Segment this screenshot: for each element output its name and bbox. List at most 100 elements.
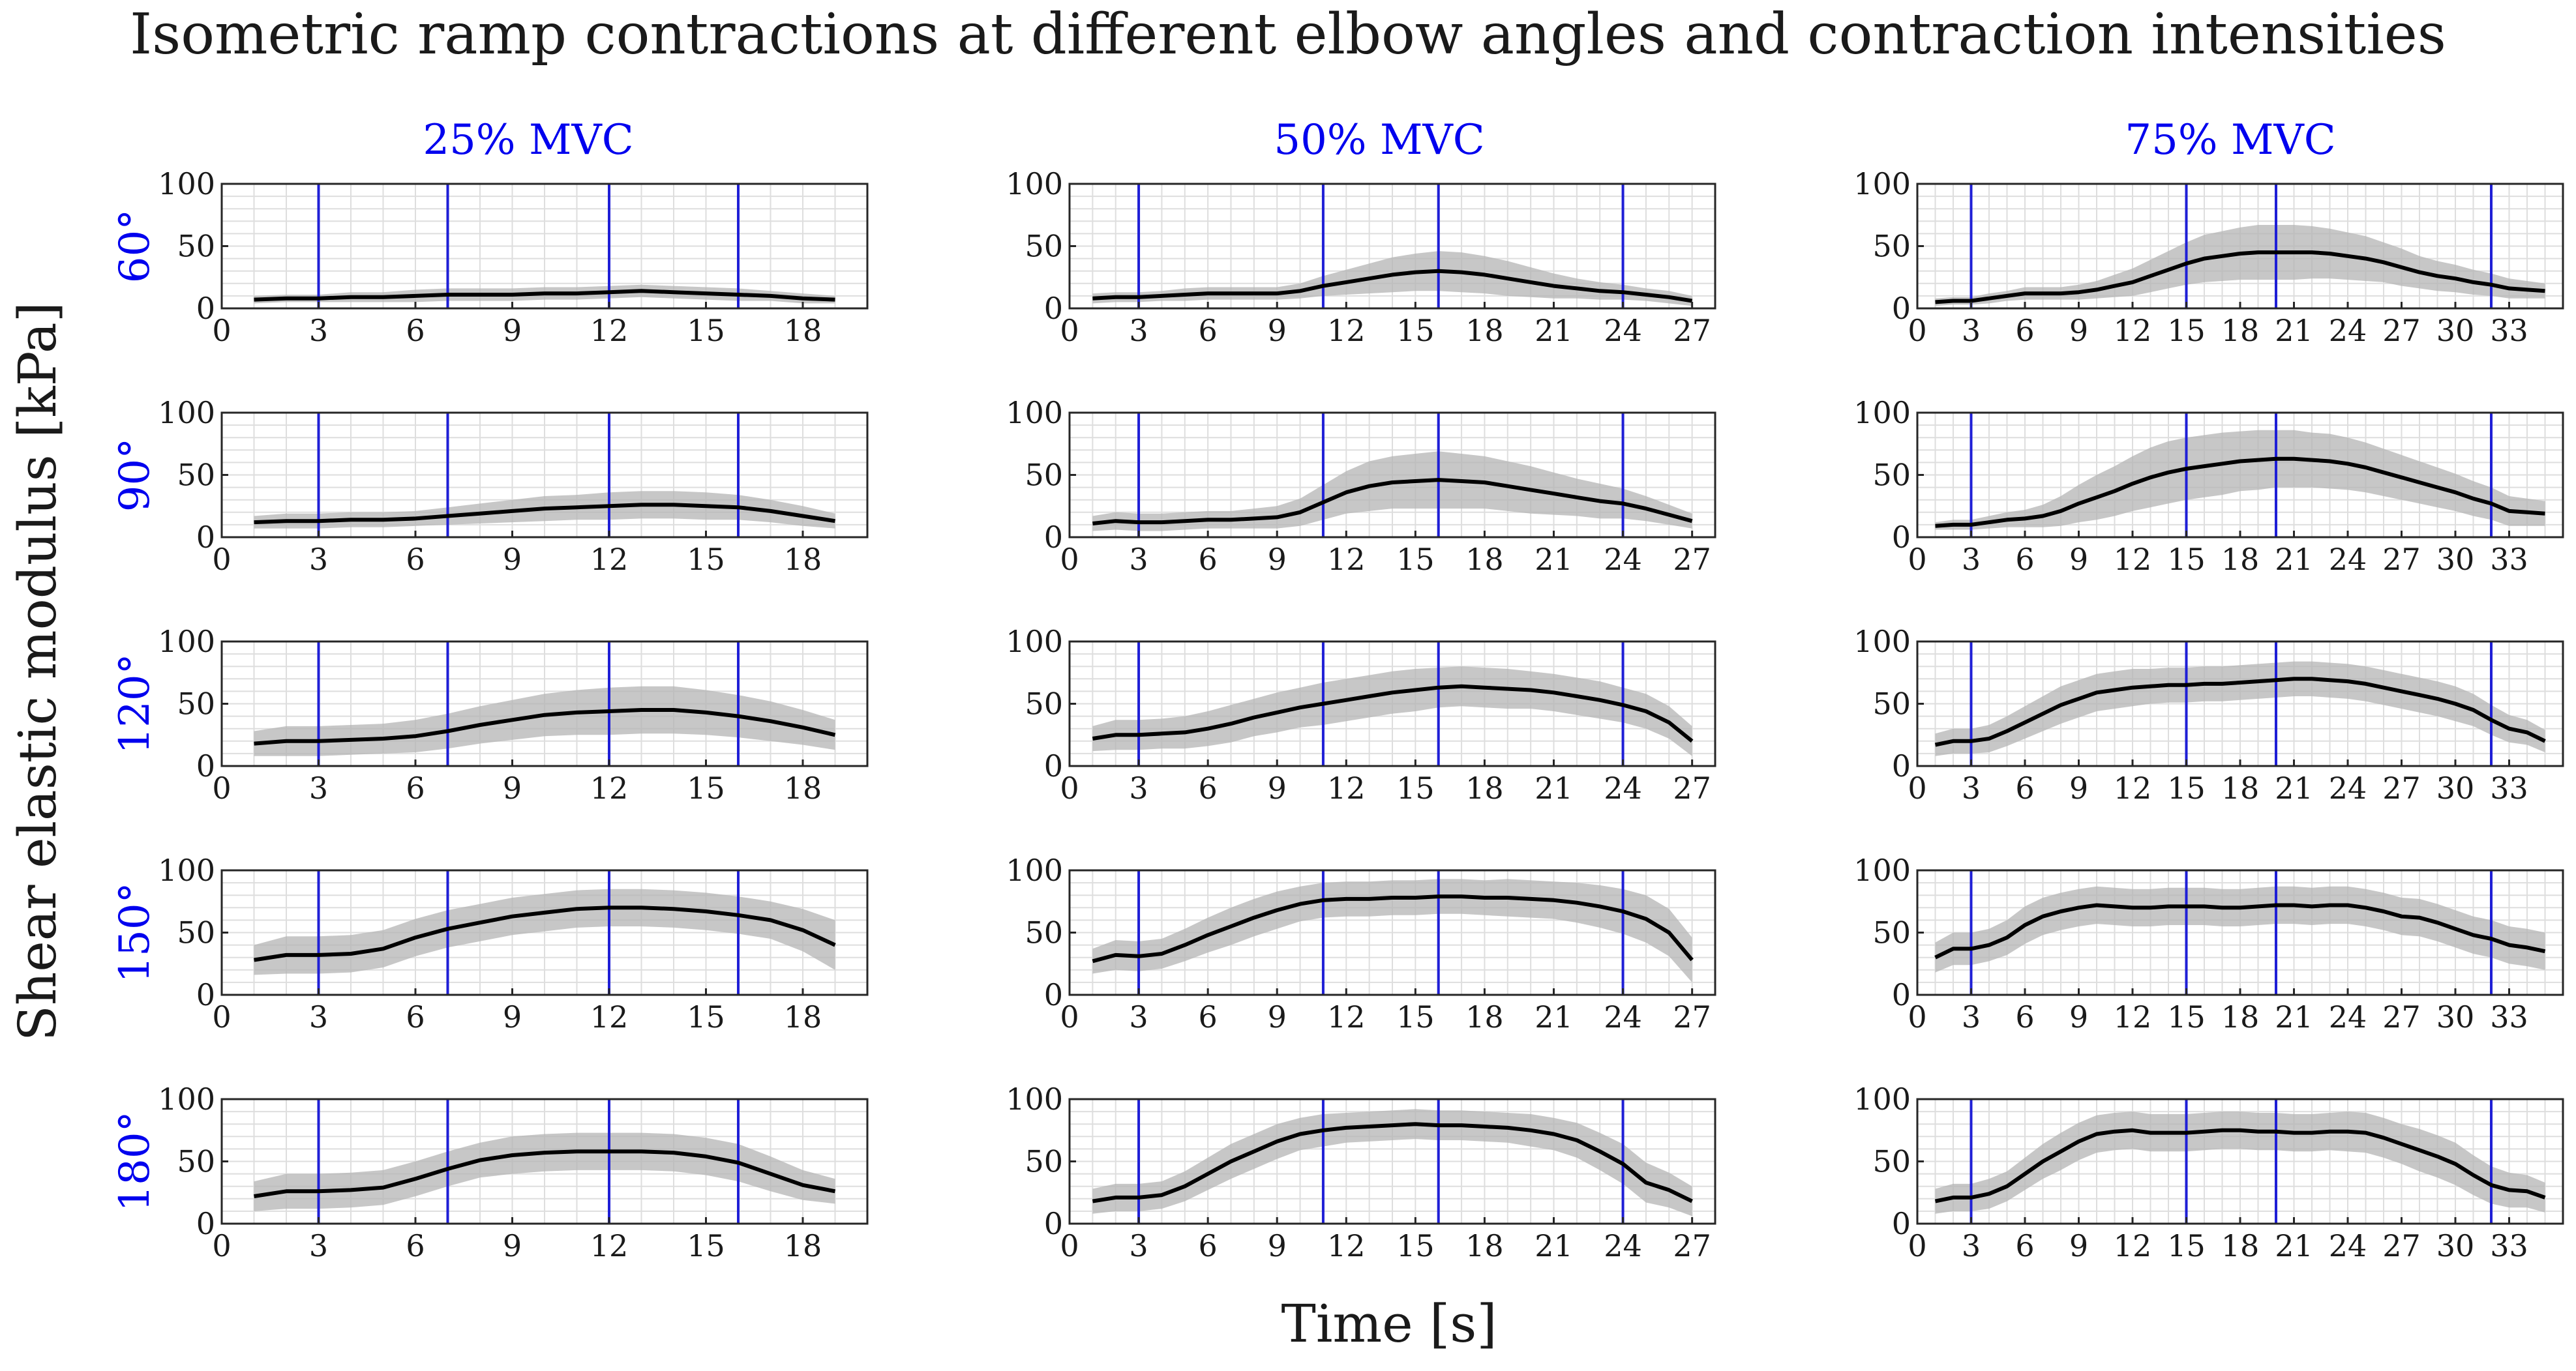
row-angle-label: 60° (111, 209, 159, 283)
x-tick-label: 18 (1465, 999, 1504, 1035)
x-tick-label: 33 (2490, 999, 2528, 1035)
mean-line (1935, 250, 2545, 304)
sd-band (1092, 879, 1692, 982)
x-tick-label: 9 (503, 999, 522, 1035)
row-angle-label: 90° (111, 438, 159, 512)
x-tick-label: 6 (2015, 542, 2034, 577)
x-tick-label: 24 (2329, 771, 2367, 806)
x-tick-label: 15 (2167, 999, 2206, 1035)
x-tick-label: 24 (2329, 542, 2367, 577)
x-tick-label: 12 (590, 1228, 629, 1263)
x-tick-label: 12 (1327, 771, 1366, 806)
col-label-25: 25% MVC (423, 116, 633, 164)
x-tick-label: 6 (1199, 999, 1218, 1035)
x-tick-label: 15 (1396, 771, 1435, 806)
x-tick-label: 6 (2015, 999, 2034, 1035)
x-tick-label: 12 (2114, 999, 2152, 1035)
x-tick-label: 33 (2490, 313, 2528, 348)
x-tick-label: 18 (2221, 999, 2260, 1035)
x-tick-label: 0 (212, 313, 231, 348)
mean-line (254, 906, 836, 962)
x-tick-label: 6 (2015, 313, 2034, 348)
col-label-75: 75% MVC (2125, 116, 2335, 164)
y-tick-label: 50 (177, 1144, 215, 1179)
x-tick-label: 30 (2436, 999, 2475, 1035)
x-tick-label: 3 (1962, 313, 1981, 348)
row-angle-label: 120° (111, 653, 159, 754)
x-tick-label: 9 (503, 771, 522, 806)
y-tick-label: 0 (1044, 977, 1063, 1012)
x-tick-label: 9 (503, 1228, 522, 1263)
x-tick-label: 24 (1604, 771, 1642, 806)
mean-line (254, 503, 835, 525)
x-tick-label: 18 (2221, 1228, 2260, 1263)
y-tick-label: 0 (196, 1206, 215, 1241)
x-tick-label: 30 (2436, 313, 2475, 348)
y-tick-label: 100 (1006, 166, 1063, 201)
x-tick-label: 27 (2382, 542, 2421, 577)
x-tick-label: 3 (1129, 542, 1148, 577)
x-tick-label: 24 (2329, 313, 2367, 348)
y-tick-label: 50 (1025, 229, 1063, 264)
x-tick-label: 9 (2069, 999, 2088, 1035)
x-tick-label: 27 (1673, 313, 1711, 348)
x-tick-label: 12 (1327, 999, 1366, 1035)
x-tick-label: 12 (590, 313, 629, 348)
y-tick-label: 100 (158, 166, 215, 201)
x-tick-label: 3 (1129, 313, 1148, 348)
x-tick-label: 3 (1129, 1228, 1148, 1263)
y-tick-label: 100 (1853, 624, 1911, 659)
sd-band (1935, 430, 2545, 530)
y-tick-label: 100 (1853, 166, 1911, 201)
y-tick-label: 0 (1892, 977, 1911, 1012)
x-tick-label: 3 (309, 771, 328, 806)
x-tick-label: 15 (1396, 313, 1435, 348)
x-tick-label: 15 (2167, 542, 2206, 577)
x-tick-label: 9 (2069, 1228, 2088, 1263)
x-tick-label: 24 (2329, 1228, 2367, 1263)
x-tick-label: 12 (2114, 771, 2152, 806)
sd-band (1935, 661, 2545, 756)
y-tick-label: 50 (1872, 229, 1911, 264)
panel: 0 3 6 9 12 15 18 21 24 27 0 50 100 (1006, 166, 1716, 348)
x-tick-label: 27 (2382, 313, 2421, 348)
x-tick-label: 3 (309, 1228, 328, 1263)
x-tick-label: 21 (2275, 771, 2313, 806)
sd-band (1092, 451, 1692, 531)
x-tick-label: 0 (1908, 1228, 1926, 1263)
x-tick-label: 12 (1327, 313, 1366, 348)
mean-line (1092, 894, 1694, 964)
y-tick-label: 0 (196, 291, 215, 326)
x-tick-label: 27 (2382, 771, 2421, 806)
mean-line (254, 1149, 836, 1198)
x-tick-label: 3 (1962, 999, 1981, 1035)
x-tick-label: 0 (1908, 771, 1926, 806)
y-tick-label: 100 (1006, 1082, 1063, 1117)
mean-line (254, 708, 836, 746)
x-tick-label: 30 (2436, 1228, 2475, 1263)
y-tick-label: 0 (196, 520, 215, 555)
x-tick-label: 3 (1129, 999, 1148, 1035)
y-tick-label: 50 (177, 915, 215, 951)
x-tick-label: 15 (687, 771, 725, 806)
x-tick-label: 6 (1199, 313, 1218, 348)
mean-line (1092, 478, 1693, 525)
x-tick-label: 3 (1129, 771, 1148, 806)
x-tick-label: 3 (309, 313, 328, 348)
x-tick-label: 12 (2114, 1228, 2152, 1263)
x-tick-label: 24 (1604, 542, 1642, 577)
y-tick-label: 100 (1006, 853, 1063, 888)
x-tick-label: 21 (1535, 771, 1573, 806)
x-tick-label: 9 (1268, 1228, 1287, 1263)
y-tick-label: 100 (1853, 1082, 1911, 1117)
x-tick-label: 0 (1060, 1228, 1079, 1263)
x-tick-label: 27 (2382, 1228, 2421, 1263)
y-tick-label: 50 (177, 458, 215, 493)
x-tick-label: 18 (784, 313, 822, 348)
x-tick-label: 9 (2069, 313, 2088, 348)
y-axis-label: Shear elastic modulus [kPa] (7, 302, 68, 1041)
x-tick-label: 18 (1465, 313, 1504, 348)
